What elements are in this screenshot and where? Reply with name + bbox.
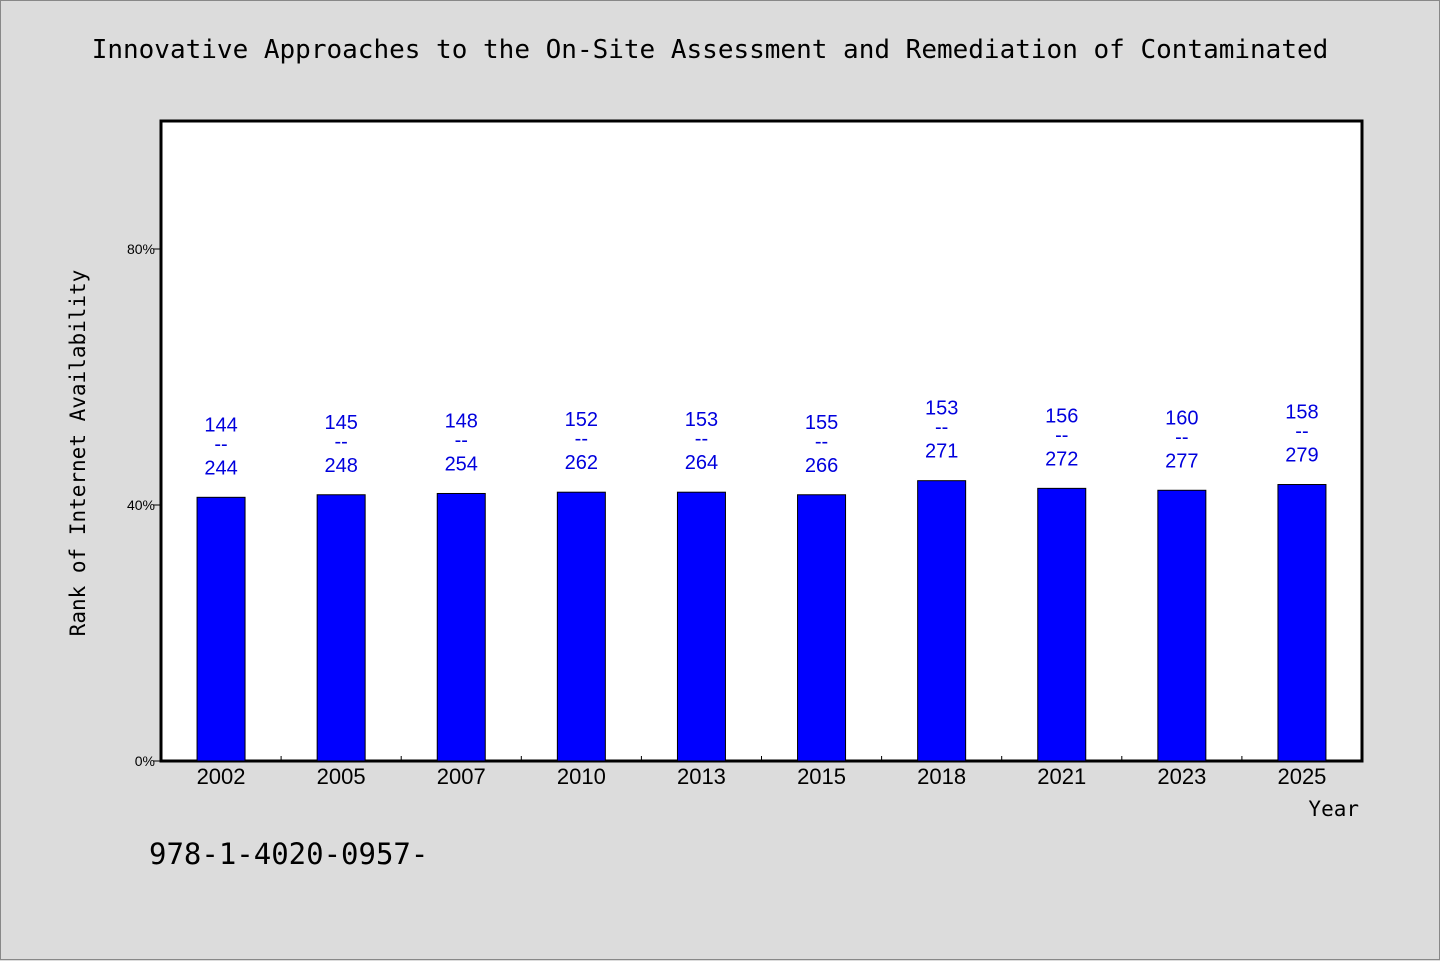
x-tick-label: 2007 (437, 764, 486, 789)
y-tick-label: 0% (135, 753, 155, 769)
data-label-separator: -- (1055, 424, 1068, 446)
data-label-bottom: 254 (445, 453, 478, 475)
data-label-separator: -- (575, 428, 588, 450)
data-label-top: 153 (925, 398, 958, 420)
data-label-bottom: 277 (1165, 450, 1198, 472)
x-tick-label: 2002 (197, 764, 246, 789)
y-tick-label: 80% (127, 241, 155, 257)
data-label-top: 160 (1165, 407, 1198, 429)
data-label-separator: -- (695, 428, 708, 450)
data-label-separator: -- (1175, 426, 1188, 448)
data-label-separator: -- (214, 433, 227, 455)
bar (556, 491, 606, 762)
bar (436, 492, 486, 762)
bar (196, 496, 246, 762)
data-label-top: 156 (1045, 405, 1078, 427)
bar (797, 494, 847, 762)
data-label-bottom: 244 (204, 457, 237, 479)
data-label-top: 148 (445, 410, 478, 432)
x-tick-label: 2021 (1037, 764, 1086, 789)
data-label-top: 153 (685, 409, 718, 431)
data-label-bottom: 262 (565, 452, 598, 474)
bar (676, 491, 726, 762)
data-label-bottom: 279 (1285, 445, 1318, 467)
data-label-top: 144 (204, 414, 237, 436)
x-tick-label: 2025 (1277, 764, 1326, 789)
data-label-separator: -- (815, 431, 828, 453)
bar (316, 494, 366, 762)
data-label-separator: -- (455, 429, 468, 451)
data-label-top: 155 (805, 412, 838, 434)
x-axis-label: Year (1308, 797, 1359, 821)
x-tick-label: 2005 (317, 764, 366, 789)
data-label-bottom: 248 (324, 455, 357, 477)
data-label-top: 152 (565, 409, 598, 431)
x-tick-label: 2010 (557, 764, 606, 789)
data-label-bottom: 271 (925, 441, 958, 463)
data-label-top: 158 (1285, 402, 1318, 424)
bar (917, 480, 967, 762)
data-label-top: 145 (324, 412, 357, 434)
chart-title: Innovative Approaches to the On-Site Ass… (91, 35, 1329, 65)
isbn-footnote: 978-1-4020-0957- (149, 837, 429, 871)
bar (1037, 487, 1087, 762)
bar (1157, 489, 1207, 762)
data-label-bottom: 266 (805, 455, 838, 477)
x-tick-label: 2018 (917, 764, 966, 789)
data-label-separator: -- (935, 417, 948, 439)
x-tick-label: 2013 (677, 764, 726, 789)
x-tick-label: 2023 (1157, 764, 1206, 789)
y-tick-label: 40% (127, 497, 155, 513)
bar (1277, 484, 1327, 762)
data-label-separator: -- (334, 431, 347, 453)
data-label-bottom: 264 (685, 452, 718, 474)
x-tick-label: 2015 (797, 764, 846, 789)
data-label-bottom: 272 (1045, 448, 1078, 470)
data-label-separator: -- (1295, 421, 1308, 443)
